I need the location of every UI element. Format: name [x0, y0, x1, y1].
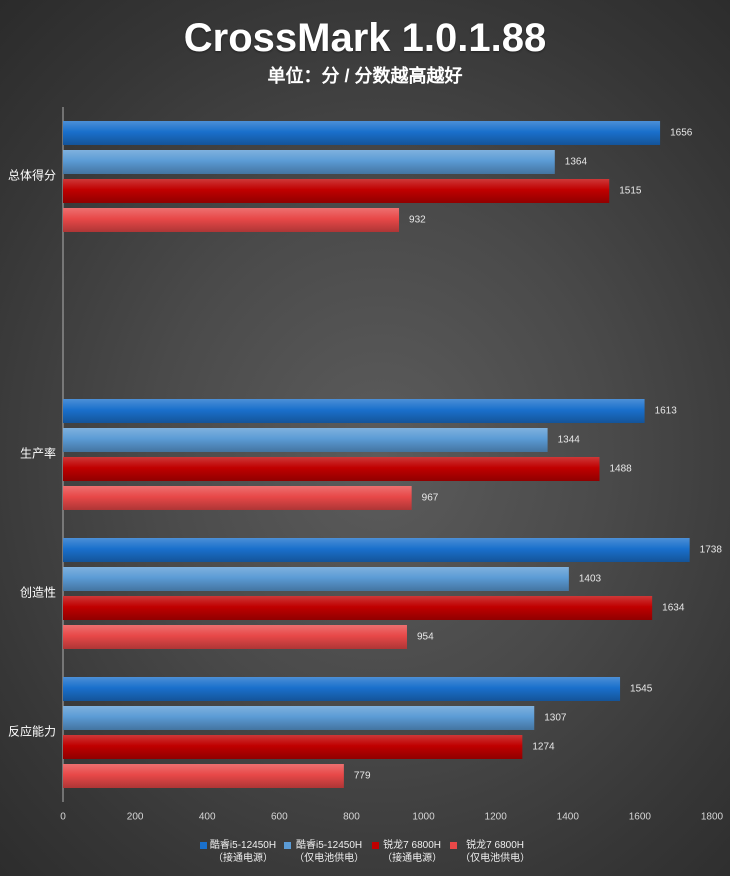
bar-group: 创造性 1738 1403 1634 954 [20, 538, 722, 649]
legend-condition: （接通电源） [382, 853, 443, 864]
x-tick-label: 200 [127, 812, 144, 823]
bar-group: 总体得分 1656 1364 1515 932 [8, 121, 693, 232]
legend-condition: （仅电池供电） [294, 853, 365, 864]
legend: 酷睿i5-12450H （接通电源） 酷睿i5-12450H （仅电池供电） 锐… [0, 839, 730, 865]
bar-s2-c3 [63, 567, 569, 591]
data-label: 1488 [610, 464, 633, 475]
bar-s1-c2 [63, 399, 645, 423]
x-tick-label: 600 [271, 812, 288, 823]
bar-s3-c4 [63, 735, 523, 759]
legend-condition: （接通电源） [213, 853, 273, 864]
bar-s2-c1 [63, 150, 555, 174]
x-tick-label: 1200 [485, 812, 508, 823]
bar-s3-c1 [63, 179, 610, 203]
legend-swatch [199, 842, 207, 849]
x-tick-label: 1800 [701, 812, 724, 823]
x-tick-label: 1600 [629, 812, 652, 823]
data-label: 932 [409, 215, 426, 226]
bar-s4-c3 [63, 625, 407, 649]
bar-s4-c1 [63, 208, 400, 232]
data-label: 1634 [662, 603, 685, 614]
bar-s2-c2 [63, 428, 548, 452]
bar-s1-c3 [63, 538, 690, 562]
legend-item: 锐龙7 6800H （接通电源） [372, 839, 442, 865]
data-label: 954 [417, 632, 434, 643]
data-label: 1274 [532, 742, 555, 753]
legend-item: 锐龙7 6800H （仅电池供电） [450, 839, 530, 865]
x-tick-label: 1400 [557, 812, 580, 823]
legend-label: 酷睿i5-12450H [209, 840, 277, 851]
bar-s1-c4 [63, 677, 621, 701]
x-tick-label: 800 [343, 812, 360, 823]
data-label: 1515 [619, 186, 642, 197]
bar-s3-c2 [63, 457, 600, 481]
data-label: 1545 [630, 684, 653, 695]
data-label: 1403 [579, 574, 602, 585]
data-label: 1344 [558, 435, 581, 446]
x-tick-label: 1000 [412, 812, 435, 823]
data-label: 967 [422, 493, 439, 504]
data-label: 779 [354, 771, 371, 782]
data-label: 1738 [700, 545, 723, 556]
legend-item: 酷睿i5-12450H （接通电源） [199, 839, 277, 865]
x-tick-label: 400 [199, 812, 216, 823]
legend-swatch [284, 842, 292, 849]
legend-label: 锐龙7 6800H [466, 840, 524, 851]
data-label: 1656 [670, 128, 693, 139]
category-label: 总体得分 [8, 168, 56, 183]
data-label: 1364 [565, 157, 588, 168]
legend-item: 酷睿i5-12450H （仅电池供电） [284, 839, 364, 865]
legend-swatch [450, 842, 458, 849]
bar-s3-c3 [63, 596, 653, 620]
chart-subtitle: 单位：分 / 分数越高越好 [267, 66, 463, 86]
bar-s4-c4 [63, 764, 344, 788]
bar-s4-c2 [63, 486, 412, 510]
category-label: 反应能力 [8, 724, 56, 739]
chart-title: CrossMark 1.0.1.88 [183, 16, 547, 60]
category-label: 创造性 [20, 586, 56, 600]
bar-group: 反应能力 1545 1307 1274 779 [8, 677, 653, 788]
bar-group: 生产率 1613 1344 1488 967 [20, 399, 677, 510]
legend-label: 锐龙7 6800H [383, 840, 441, 851]
data-label: 1307 [544, 713, 567, 724]
legend-label: 酷睿i5-12450H [296, 840, 363, 851]
legend-condition: （仅电池供电） [460, 853, 531, 864]
data-label: 1613 [655, 406, 678, 417]
legend-swatch [372, 842, 380, 849]
bar-s2-c4 [63, 706, 535, 730]
category-label: 生产率 [20, 446, 56, 461]
bar-s1-c1 [63, 121, 661, 145]
x-tick-label: 0 [60, 812, 66, 823]
